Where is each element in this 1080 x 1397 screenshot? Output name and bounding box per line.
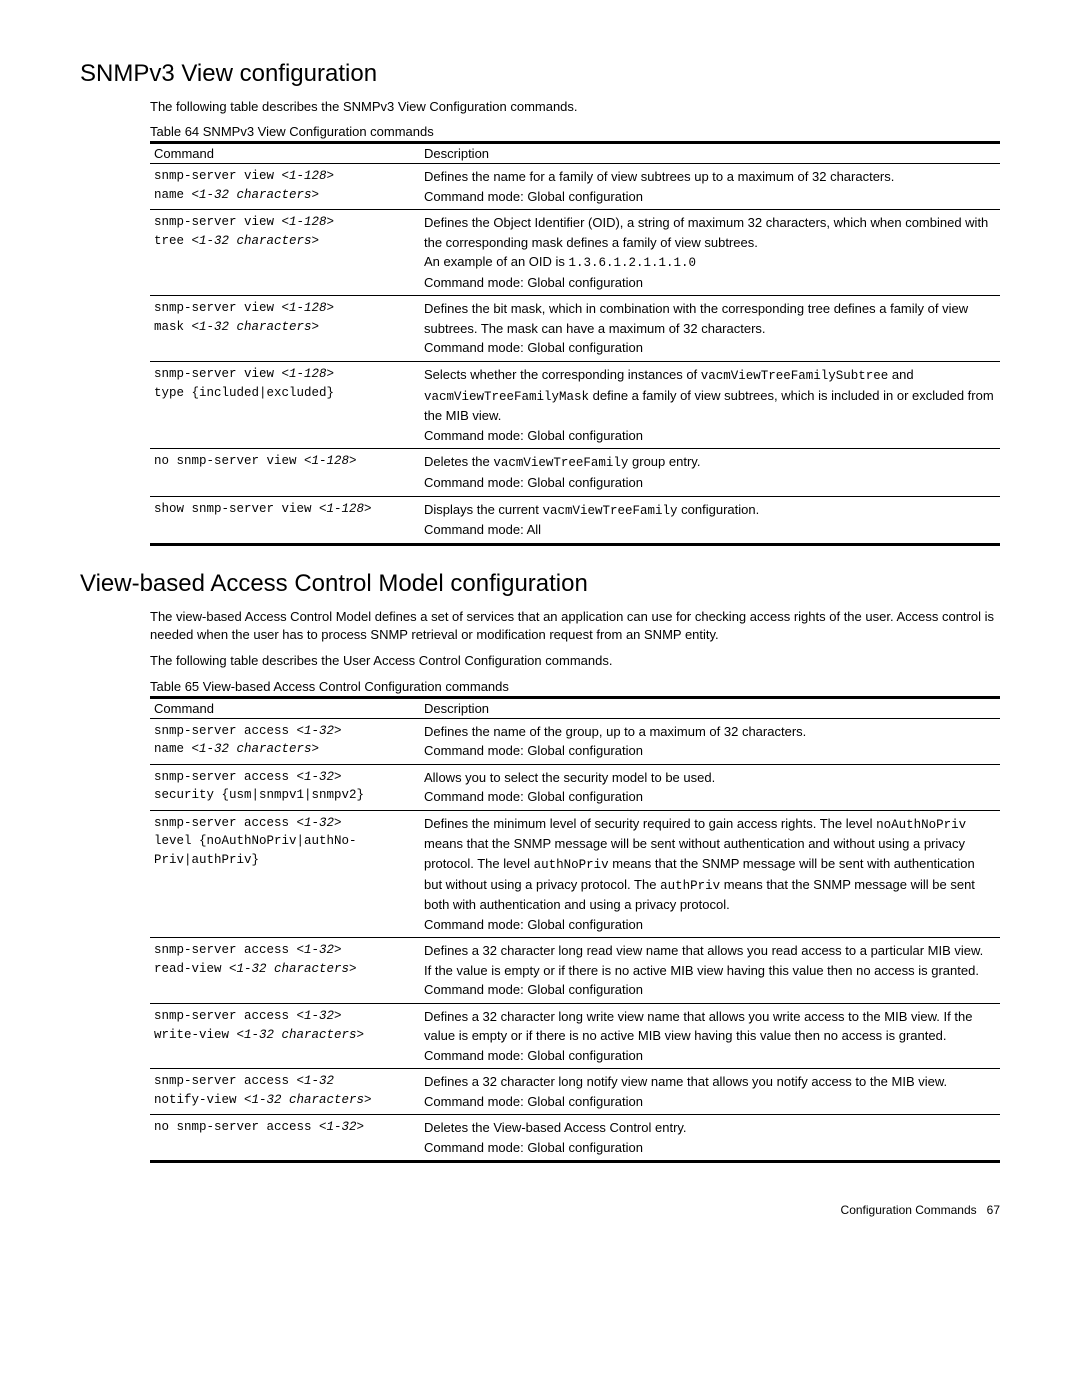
table-row: snmp-server view <1-128> type {included|…	[150, 361, 1000, 449]
table65-col1: Command	[150, 697, 420, 718]
table64: Command Description snmp-server view <1-…	[150, 141, 1000, 546]
table-row: snmp-server view <1-128> name <1-32 char…	[150, 164, 1000, 210]
table-row: snmp-server access <1-32> name <1-32 cha…	[150, 718, 1000, 764]
table64-col2: Description	[420, 143, 1000, 164]
table-row: show snmp-server view <1-128> Displays t…	[150, 496, 1000, 544]
table-row: no snmp-server access <1-32> Deletes the…	[150, 1115, 1000, 1162]
table-row: snmp-server access <1-32> read-view <1-3…	[150, 938, 1000, 1004]
table-row: snmp-server view <1-128> mask <1-32 char…	[150, 296, 1000, 362]
table65-col2: Description	[420, 697, 1000, 718]
page-footer: Configuration Commands 67	[80, 1203, 1000, 1217]
table-row: snmp-server access <1-32> security {usm|…	[150, 764, 1000, 810]
table65: Command Description snmp-server access <…	[150, 696, 1000, 1164]
table-row: snmp-server view <1-128> tree <1-32 char…	[150, 210, 1000, 296]
table64-col1: Command	[150, 143, 420, 164]
table64-caption: Table 64 SNMPv3 View Configuration comma…	[150, 124, 1000, 139]
table-row: snmp-server access <1-32 notify-view <1-…	[150, 1069, 1000, 1115]
section2-intro: The view-based Access Control Model defi…	[150, 608, 1000, 644]
section1-title: SNMPv3 View configuration	[80, 60, 1000, 88]
section2-intro2: The following table describes the User A…	[150, 652, 1000, 670]
table-row: snmp-server access <1-32> level {noAuthN…	[150, 810, 1000, 938]
table-row: snmp-server access <1-32> write-view <1-…	[150, 1003, 1000, 1069]
section2-title: View-based Access Control Model configur…	[80, 570, 1000, 598]
table-row: no snmp-server view <1-128> Deletes the …	[150, 449, 1000, 496]
table65-caption: Table 65 View-based Access Control Confi…	[150, 679, 1000, 694]
section1-intro: The following table describes the SNMPv3…	[150, 98, 1000, 116]
